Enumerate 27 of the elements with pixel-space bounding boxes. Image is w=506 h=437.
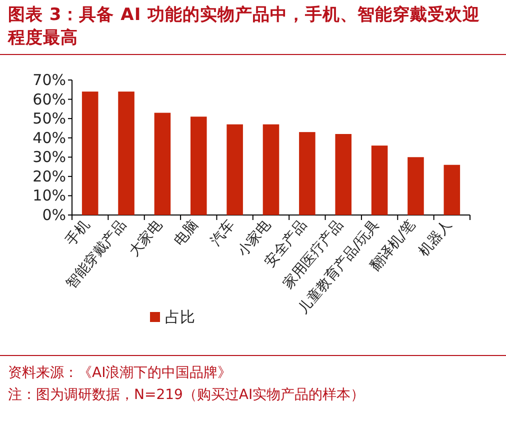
bar	[371, 146, 388, 215]
x-tick-label: 汽车	[208, 217, 238, 250]
bar	[262, 124, 280, 215]
y-tick-label: 10%	[32, 186, 66, 205]
y-tick-label: 60%	[32, 90, 66, 108]
x-tick-label: 电脑	[171, 217, 202, 250]
y-tick-label: 40%	[32, 128, 66, 147]
bar	[118, 92, 134, 215]
x-tick-label: 大家电	[126, 217, 166, 260]
bar	[335, 134, 352, 215]
bar	[408, 157, 424, 215]
y-tick-label: 70%	[32, 71, 66, 89]
text: 注：图为调研数据，N=219（购买过AI实物产品的样本）	[8, 386, 366, 405]
chart-title: 图表 3：具备 AI 功能的实物产品中，手机、智能穿戴受欢迎程度最高	[8, 4, 482, 50]
text: 资料来源：《AI浪潮下的中国品牌》	[8, 364, 233, 383]
bar	[190, 116, 207, 215]
bar	[444, 164, 460, 215]
y-tick-label: 50%	[32, 110, 66, 128]
x-tick-label: 机器人	[416, 217, 455, 260]
bar	[154, 112, 171, 215]
legend-label: 占比	[165, 308, 195, 326]
y-tick-label: 30%	[32, 148, 66, 166]
bar	[226, 124, 243, 215]
bar	[299, 132, 316, 215]
y-tick-label: 0%	[42, 206, 66, 224]
bar	[82, 92, 98, 215]
y-tick-label: 20%	[32, 167, 66, 186]
